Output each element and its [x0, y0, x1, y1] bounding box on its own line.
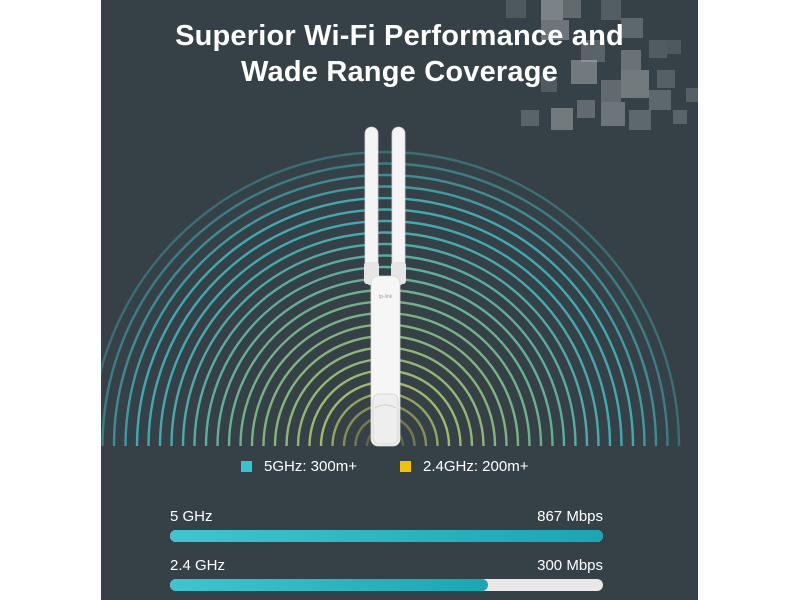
- coverage-ring: [101, 150, 681, 447]
- pixel-square: [649, 90, 671, 110]
- pixel-square: [649, 40, 667, 58]
- pixel-square: [541, 76, 557, 92]
- legend-5ghz-label: 5GHz: 300m+: [264, 457, 357, 475]
- legend-5ghz: 5GHz: 300m+: [241, 457, 357, 475]
- pixel-square: [601, 102, 625, 126]
- coverage-ring: [158, 219, 612, 447]
- speed-5ghz-bar: [170, 530, 603, 542]
- right-antenna: [391, 126, 406, 286]
- coverage-ring: [135, 196, 635, 447]
- pixel-square: [601, 80, 621, 102]
- coverage-ring: [170, 231, 600, 447]
- pixel-square: [577, 100, 595, 118]
- left-antenna: [364, 126, 379, 286]
- pixel-square: [621, 70, 649, 98]
- legend-5ghz-swatch: [241, 460, 252, 472]
- pixel-square: [563, 0, 581, 18]
- pixel-square: [673, 110, 687, 124]
- pixel-square: [621, 18, 643, 38]
- speed-5ghz-fill: [170, 530, 603, 542]
- pixel-square: [506, 0, 526, 18]
- pixel-square: [581, 40, 605, 62]
- headline-line-2: Wade Range Coverage: [241, 56, 558, 88]
- pixel-square: [667, 40, 681, 54]
- pixel-square: [541, 0, 563, 20]
- product-panel: tp-link Superior Wi-Fi Performance and W…: [101, 0, 698, 600]
- coverage-ring: [204, 265, 566, 447]
- speed-24ghz-bar: [170, 579, 603, 591]
- coverage-illustration: tp-link: [101, 0, 698, 447]
- coverage-ring: [193, 254, 577, 447]
- pixel-square: [657, 70, 675, 88]
- decorative-pixel-pattern: [506, 0, 698, 130]
- speed-24ghz-fill: [170, 579, 489, 591]
- coverage-ring: [147, 208, 623, 447]
- headline-line-1: Superior Wi-Fi Performance and: [175, 20, 624, 52]
- pixel-square: [551, 108, 573, 130]
- speed-5ghz-band: 5 GHz: [170, 508, 213, 525]
- access-point-device: tp-link: [364, 126, 406, 447]
- coverage-ring: [101, 162, 669, 447]
- speed-24ghz-value: 300 Mbps: [537, 557, 603, 574]
- pixel-square: [629, 110, 651, 130]
- device-logo: tp-link: [379, 294, 393, 300]
- pixel-square: [521, 110, 539, 126]
- coverage-ring: [112, 173, 658, 447]
- device-base: [372, 393, 399, 445]
- legend-24ghz-swatch: [400, 460, 411, 472]
- pixel-square: [601, 0, 621, 20]
- coverage-ring: [124, 185, 646, 447]
- legend-24ghz: 2.4GHz: 200m+: [400, 457, 528, 475]
- coverage-ring: [181, 242, 589, 447]
- speed-5ghz-value: 867 Mbps: [537, 508, 603, 525]
- pixel-square: [541, 20, 569, 40]
- pixel-square: [686, 88, 698, 102]
- pixel-square: [621, 50, 641, 70]
- mount-bracket: [374, 404, 397, 409]
- pixel-square: [571, 60, 597, 84]
- speed-24ghz-band: 2.4 GHz: [170, 557, 226, 574]
- legend-24ghz-label: 2.4GHz: 200m+: [423, 457, 529, 475]
